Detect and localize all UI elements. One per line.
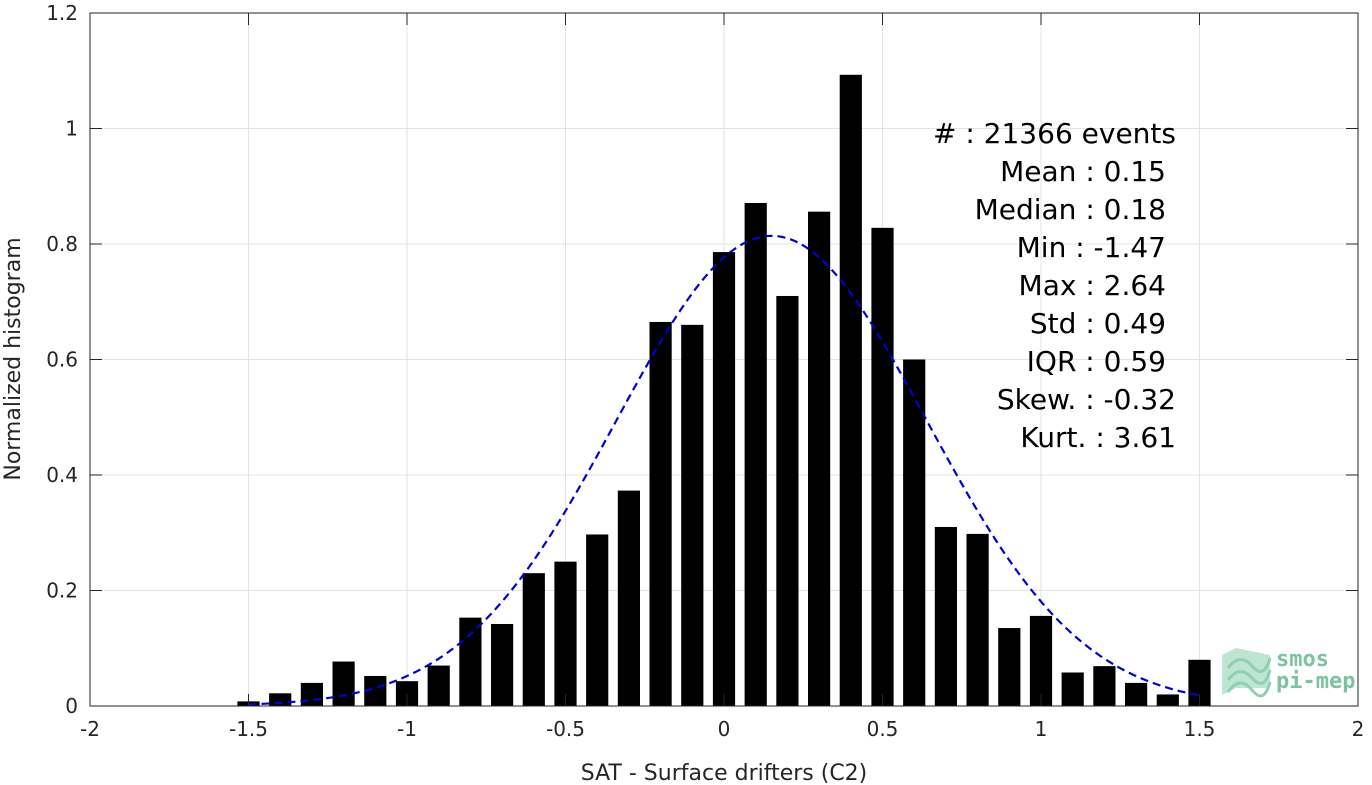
stat-iqr: IQR : 0.59 <box>1027 345 1166 378</box>
x-tick-label-0: -2 <box>80 717 100 741</box>
histogram-bar-11 <box>586 534 609 706</box>
stat-events: # : 21366 events <box>933 117 1176 150</box>
histogram-bar-26 <box>1061 672 1084 706</box>
histogram-bar-24 <box>998 628 1021 706</box>
y-tick-label-6: 1.2 <box>46 1 78 25</box>
histogram-bar-5 <box>395 681 419 706</box>
stat-max: Max : 2.64 <box>1019 269 1166 302</box>
histogram-bar-27 <box>1093 666 1116 706</box>
stat-kurt: Kurt. : 3.61 <box>1020 421 1176 454</box>
y-tick-label-0: 0 <box>65 694 78 718</box>
histogram-bar-7 <box>459 617 482 706</box>
histogram-bar-18 <box>808 211 831 706</box>
statistics-annotation: # : 21366 events Mean : 0.15 Median : 0.… <box>933 117 1176 454</box>
histogram-bar-1 <box>269 693 292 706</box>
histogram-bar-15 <box>712 252 736 706</box>
stat-median: Median : 0.18 <box>975 193 1166 226</box>
x-tick-label-7: 1.5 <box>1184 717 1216 741</box>
histogram-bar-23 <box>966 533 989 706</box>
histogram-bar-17 <box>776 295 799 706</box>
histogram-bar-2 <box>300 682 323 706</box>
histogram-bar-22 <box>934 526 957 706</box>
x-tick-label-3: -0.5 <box>546 717 585 741</box>
histogram-bar-8 <box>491 623 514 706</box>
histogram-bars <box>237 74 1211 707</box>
x-tick-label-6: 1 <box>1035 717 1048 741</box>
stat-min: Min : -1.47 <box>1017 231 1166 264</box>
histogram-bar-13 <box>649 321 672 706</box>
x-tick-label-1: -1.5 <box>229 717 268 741</box>
histogram-bar-28 <box>1125 682 1148 706</box>
x-axis-label: SAT - Surface drifters (C2) <box>581 761 868 785</box>
stat-std: Std : 0.49 <box>1030 307 1166 340</box>
histogram-bar-9 <box>522 573 545 706</box>
smos-pimep-logo: smos pi-mep <box>1222 647 1355 698</box>
histogram-bar-10 <box>554 561 577 706</box>
histogram-bar-19 <box>839 74 862 707</box>
histogram-bar-4 <box>364 675 387 706</box>
histogram-bar-16 <box>744 202 767 706</box>
histogram-bar-20 <box>871 227 894 706</box>
x-tick-label-2: -1 <box>397 717 417 741</box>
y-tick-label-3: 0.6 <box>46 348 78 372</box>
histogram-bar-25 <box>1029 615 1053 706</box>
x-tick-label-5: 0.5 <box>867 717 899 741</box>
stat-skew: Skew. : -0.32 <box>997 383 1176 416</box>
y-axis-ticks: 0 0.2 0.4 0.6 0.8 1 1.2 <box>46 1 1358 718</box>
logo-layers-icon <box>1222 648 1272 698</box>
logo-text-pimep: pi-mep <box>1276 669 1355 694</box>
histogram-bar-3 <box>332 661 355 706</box>
histogram-bar-14 <box>681 324 704 706</box>
y-tick-label-5: 1 <box>65 117 78 141</box>
y-tick-label-1: 0.2 <box>46 579 78 603</box>
histogram-bar-6 <box>427 665 450 706</box>
x-tick-label-4: 0 <box>718 717 731 741</box>
normal-fit-curve <box>248 234 1200 706</box>
y-tick-label-4: 0.8 <box>46 232 78 256</box>
histogram-bar-21 <box>903 359 926 706</box>
x-axis-ticks: -2 -1.5 -1 -0.5 0 0.5 1 1.5 2 <box>80 13 1364 741</box>
histogram-bar-29 <box>1156 694 1179 706</box>
y-tick-label-2: 0.4 <box>46 463 78 487</box>
stat-mean: Mean : 0.15 <box>1000 155 1166 188</box>
histogram-bar-12 <box>617 490 640 706</box>
y-axis-label: Normalized histogram <box>1 237 26 480</box>
logo-text-smos: smos <box>1276 647 1329 672</box>
x-tick-label-8: 2 <box>1352 717 1365 741</box>
